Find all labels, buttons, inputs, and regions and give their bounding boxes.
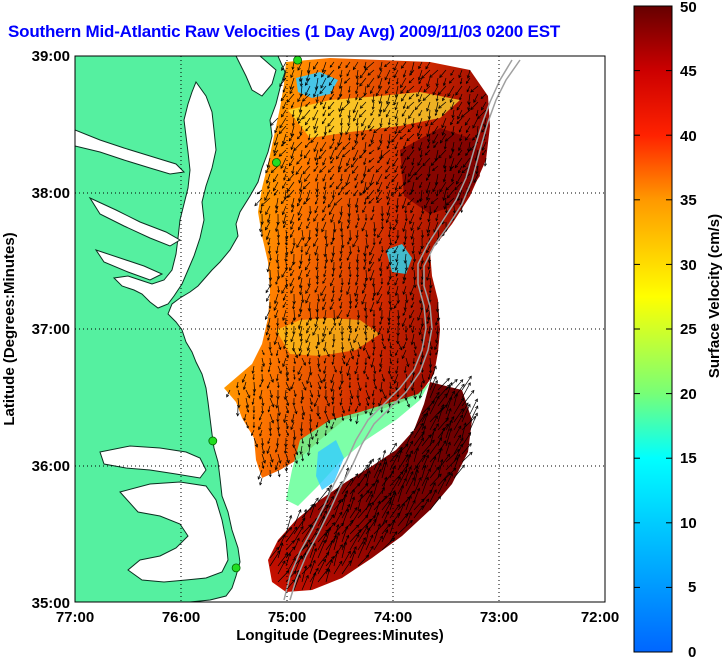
colorbar-tick-label: 10 <box>680 515 697 532</box>
colorbar-tick-label: 0 <box>688 644 696 659</box>
colorbar-tick-label: 35 <box>680 192 697 209</box>
bathymetry-contour-outer <box>289 59 521 601</box>
y-tick-label: 38:00 <box>32 185 70 202</box>
bathymetry-contour-inner <box>283 59 513 601</box>
y-axis-ticks: 39:00 38:00 37:00 36:00 35:00 <box>32 48 70 612</box>
y-axis-label: Latitude (Degrees:Minutes) <box>1 232 18 425</box>
plot-frame <box>74 55 606 603</box>
colorbar-tick-label: 5 <box>688 579 696 596</box>
x-tick-label: 77:00 <box>56 609 94 626</box>
velocity-field-south <box>268 382 472 592</box>
bay-tributary-north <box>75 129 186 175</box>
y-tick-label: 36:00 <box>32 458 70 475</box>
map-title: Southern Mid-Atlantic Raw Velocities (1 … <box>8 22 561 41</box>
velocity-vectors <box>226 61 487 591</box>
colorbar-tick-label: 30 <box>680 257 697 274</box>
x-axis-ticks: 77:00 76:00 75:00 74:00 73:00 72:00 <box>56 609 619 626</box>
bay-tributary-mid <box>88 196 181 247</box>
colorbar-tick-label: 15 <box>680 450 697 467</box>
radar-station-marker <box>231 563 241 573</box>
colorbar-tickmarks <box>634 5 672 653</box>
colorbar <box>633 5 673 653</box>
colorbar-tick-label: 25 <box>680 321 697 338</box>
colorbar-ticks: 50 45 40 35 30 25 20 15 10 5 0 <box>680 0 697 659</box>
yellow-band-north <box>288 92 460 138</box>
pamlico-sound <box>119 481 229 583</box>
y-tick-label: 37:00 <box>32 321 70 338</box>
x-tick-label: 72:00 <box>581 609 619 626</box>
colorbar-tick-label: 45 <box>680 63 697 80</box>
chesapeake-bay <box>112 80 217 309</box>
cyan-patch-south <box>316 440 344 490</box>
delaware-bay <box>235 56 277 97</box>
x-tick-label: 74:00 <box>374 609 412 626</box>
grid-lines <box>75 56 605 602</box>
albemarle-sound <box>99 445 207 479</box>
y-tick-label: 35:00 <box>32 595 70 612</box>
radar-station-marker <box>208 436 218 446</box>
colorbar-label: Surface Velocity (cm/s) <box>706 214 723 378</box>
radar-station-marker <box>293 56 302 65</box>
x-axis-label: Longitude (Degrees:Minutes) <box>236 627 444 644</box>
cyan-patch-mid <box>386 244 412 274</box>
colorbar-tick-label: 20 <box>680 386 697 403</box>
x-tick-label: 73:00 <box>480 609 518 626</box>
bay-tributary-south <box>94 249 164 281</box>
x-tick-label: 75:00 <box>268 609 306 626</box>
y-tick-label: 39:00 <box>32 48 70 65</box>
radar-station-marker <box>271 158 281 167</box>
colorbar-tick-label: 40 <box>680 128 697 145</box>
colorbar-tick-label: 50 <box>680 0 697 16</box>
radar-stations <box>208 56 302 573</box>
x-tick-label: 76:00 <box>162 609 200 626</box>
